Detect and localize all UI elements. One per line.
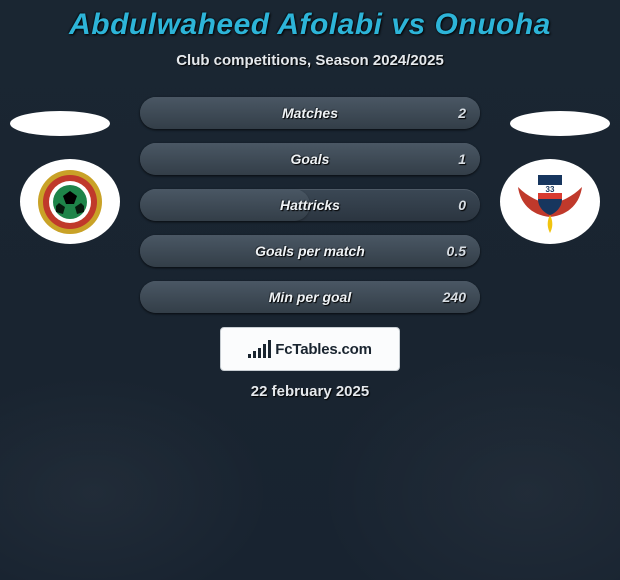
stats-container: Matches 2 Goals 1 Hattricks 0 Goals per …: [140, 97, 480, 313]
stat-row: Hattricks 0: [140, 189, 480, 221]
chart-bars-icon: [248, 340, 271, 358]
stat-row: Goals 1: [140, 143, 480, 175]
stat-label: Hattricks: [280, 197, 340, 213]
stat-label: Goals per match: [255, 243, 365, 259]
page-title: Abdulwaheed Afolabi vs Onuoha: [0, 8, 620, 42]
stat-value-right: 0.5: [447, 243, 466, 259]
stat-value-right: 240: [443, 289, 466, 305]
stat-label: Goals: [291, 151, 330, 167]
subtitle: Club competitions, Season 2024/2025: [0, 52, 620, 69]
left-team-marker: [10, 111, 110, 136]
stat-value-right: 0: [458, 197, 466, 213]
remo-stars-icon: 33: [510, 167, 590, 237]
brand-watermark: FcTables.com: [220, 327, 400, 371]
svg-text:33: 33: [546, 185, 555, 194]
left-club-badge: [20, 159, 120, 244]
right-team-marker: [510, 111, 610, 136]
stat-value-right: 1: [458, 151, 466, 167]
stat-row: Goals per match 0.5: [140, 235, 480, 267]
stat-row: Min per goal 240: [140, 281, 480, 313]
stat-label: Min per goal: [269, 289, 351, 305]
stat-row: Matches 2: [140, 97, 480, 129]
right-club-badge: 33: [500, 159, 600, 244]
date-label: 22 february 2025: [0, 383, 620, 400]
stat-value-right: 2: [458, 105, 466, 121]
kwara-united-icon: [30, 167, 110, 237]
stat-label: Matches: [282, 105, 338, 121]
brand-text: FcTables.com: [275, 341, 372, 358]
